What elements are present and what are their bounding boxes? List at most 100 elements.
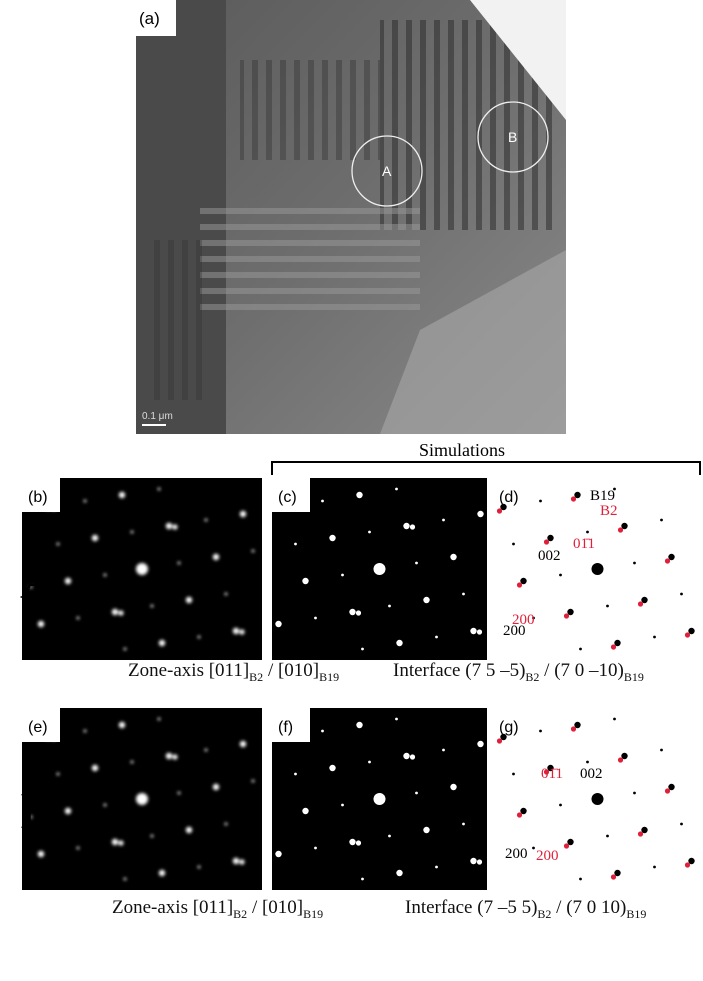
spot: [415, 562, 418, 565]
spot: [396, 870, 402, 876]
spot: [512, 543, 515, 546]
spot: [395, 488, 398, 491]
spot: [403, 753, 409, 759]
spot: [225, 823, 228, 826]
spot: [118, 840, 123, 845]
spot: [633, 792, 636, 795]
caption-sub: B2: [233, 907, 247, 921]
spot: [233, 858, 239, 864]
caption-sub: B19: [626, 907, 646, 921]
spot: [592, 563, 604, 575]
spot: [606, 605, 609, 608]
diffraction-pattern: [22, 708, 262, 890]
spot: [606, 835, 609, 838]
row-label: A: [20, 553, 58, 610]
spot: [477, 511, 483, 517]
figure: (a)AB0.1 μmSimulationsAB(b)(c)(d)(e)(f)(…: [0, 0, 703, 981]
spot: [586, 531, 589, 534]
spot: [159, 870, 165, 876]
spot: [124, 648, 127, 651]
caption-text: Interface (7 –5 5): [405, 897, 537, 918]
diffraction-pattern: [495, 478, 700, 660]
figure-graphics: (a)AB0.1 μmSimulationsAB(b)(c)(d)(e)(f)(…: [0, 0, 703, 981]
spot: [186, 827, 192, 833]
spot: [435, 866, 438, 869]
spot: [213, 554, 219, 560]
caption-sub: B2: [525, 670, 539, 684]
spot-label: 200: [536, 848, 559, 864]
spot: [294, 773, 297, 776]
spot: [368, 761, 371, 764]
spot: [239, 629, 244, 634]
spot: [275, 851, 281, 857]
spot: [38, 621, 44, 627]
spot: [252, 780, 255, 783]
spot: [442, 749, 445, 752]
spot: [564, 843, 569, 848]
spot: [172, 754, 177, 759]
spot: [665, 788, 670, 793]
spot: [294, 543, 297, 546]
region-label: A: [382, 163, 392, 179]
panel-label: (c): [278, 489, 297, 506]
spot: [592, 793, 604, 805]
spot: [395, 718, 398, 721]
spot: [680, 823, 683, 826]
spot: [638, 601, 643, 606]
spot: [374, 793, 386, 805]
spot: [314, 617, 317, 620]
caption-sub: B19: [303, 907, 323, 921]
spot: [539, 500, 542, 503]
spot: [477, 741, 483, 747]
spot: [470, 858, 476, 864]
spot: [329, 765, 335, 771]
spot: [252, 550, 255, 553]
spot: [512, 773, 515, 776]
spot: [532, 847, 535, 850]
spot: [104, 804, 107, 807]
caption-text: Zone-axis [011]: [112, 897, 233, 918]
caption-sub: B19: [624, 670, 644, 684]
caption: Interface (7 –5 5)B2 / (7 0 10)B19: [405, 897, 646, 922]
spot: [361, 648, 364, 651]
spot: [374, 563, 386, 575]
spot: [198, 636, 201, 639]
spot: [618, 527, 623, 532]
spot: [470, 628, 476, 634]
spot: [178, 792, 181, 795]
spot: [321, 500, 324, 503]
spot: [341, 804, 344, 807]
spot: [84, 500, 87, 503]
spot: [611, 644, 616, 649]
spot: [77, 617, 80, 620]
spot: [198, 866, 201, 869]
spot: [403, 523, 409, 529]
caption-sub: B19: [319, 670, 339, 684]
caption: Interface (7 5 –5)B2 / (7 0 –10)B19: [393, 660, 644, 685]
panel-label: (e): [28, 719, 48, 736]
spot: [442, 519, 445, 522]
spot-label: 200: [503, 623, 526, 639]
spot: [571, 726, 576, 731]
spot: [136, 793, 148, 805]
spot: [685, 632, 690, 637]
caption: Zone-axis [011]B2 / [010]B19: [128, 660, 339, 685]
spot: [638, 831, 643, 836]
spot: [586, 761, 589, 764]
spot: [410, 524, 415, 529]
spot: [349, 609, 355, 615]
spot: [225, 593, 228, 596]
spot: [685, 862, 690, 867]
spot-label: 002: [580, 766, 603, 782]
spot: [450, 784, 456, 790]
diffraction-pattern: [22, 478, 262, 660]
spot: [618, 757, 623, 762]
spot: [57, 773, 60, 776]
spot: [213, 784, 219, 790]
spot: [38, 851, 44, 857]
spot: [329, 535, 335, 541]
spot: [240, 511, 246, 517]
spot: [423, 827, 429, 833]
spot: [119, 722, 125, 728]
spot: [178, 562, 181, 565]
